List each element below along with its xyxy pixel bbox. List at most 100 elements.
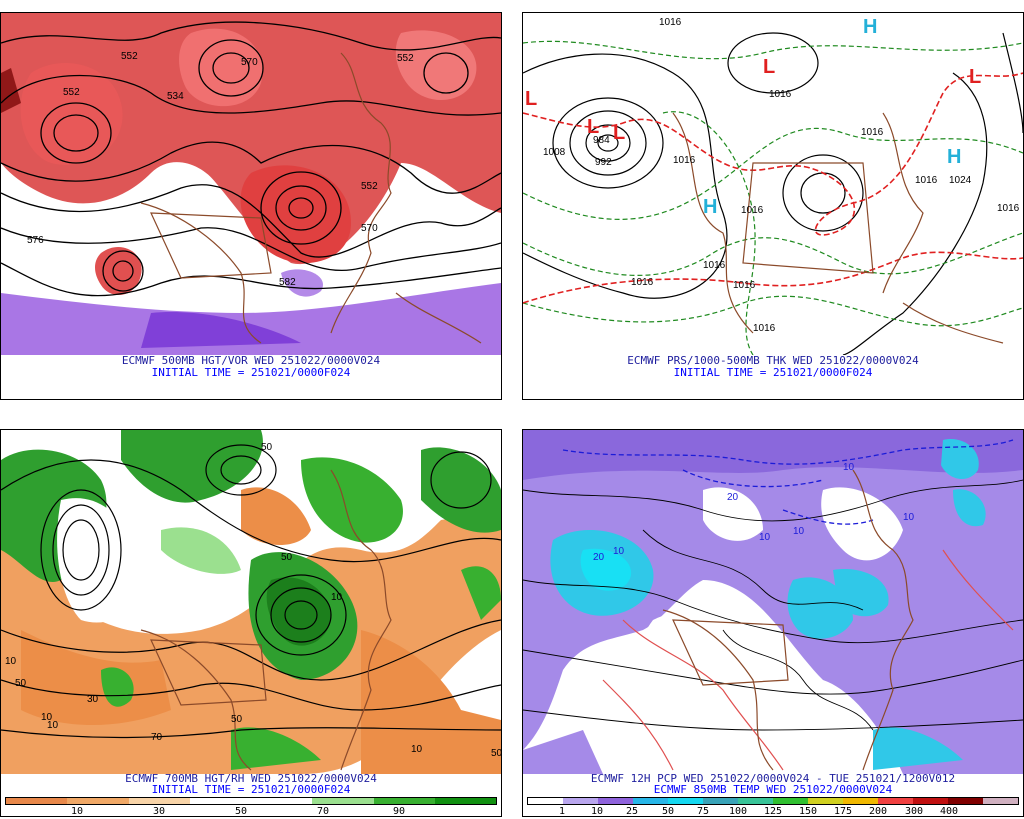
colorbar-tick-label: 100 [728,806,748,817]
map-title: ECMWF 500MB HGT/VOR WED 251022/0000V024 [121,354,381,367]
rh-colorbar-ticks: 10 30 50 70 90 [5,806,497,817]
contour-label: 570 [241,57,258,68]
colorbar-tick-label: 175 [833,806,853,817]
contour-label: 10 [903,512,915,523]
contour-label: 10 [411,744,423,755]
map-pressure: H H H L L L L L 1016 1016 1008 1016 1016… [523,13,1023,355]
low-pressure-marker: L [613,122,625,144]
map-title: ECMWF PRS/1000-500MB THK WED 251022/0000… [627,354,919,367]
contour-label: 582 [279,277,296,288]
rh-colorbar [5,797,497,805]
contour-label: 20 [727,492,739,503]
colorbar-segment [434,798,496,804]
colorbar-segment [773,798,808,804]
contour-label: 20 [593,552,605,563]
isobar-label: 984 [593,135,610,146]
isobar-label: 1016 [703,260,726,271]
colorbar-segment [913,798,948,804]
high-pressure-marker: H [863,16,877,38]
isobar-label: 1016 [733,280,756,291]
contour-label: 50 [261,442,273,453]
low-pressure-marker: L [763,56,775,78]
map-700mb: 50 10 10 30 50 10 50 70 10 50 10 50 [1,430,501,774]
colorbar-tick-label: 90 [392,806,406,817]
colorbar-segment [598,798,633,804]
colorbar-segment [312,798,374,804]
colorbar-segment [563,798,598,804]
colorbar-tick-label: 50 [661,806,675,817]
low-pressure-marker: L [969,66,981,88]
colorbar-segment [189,798,251,804]
isobar-label: 1008 [543,147,566,158]
colorbar-segment [6,798,68,804]
colorbar-segment [668,798,703,804]
contour-label: 552 [63,87,80,98]
colorbar-segment [843,798,878,804]
contour-label: 10 [613,546,625,557]
map-subtitle: ECMWF 850MB TEMP WED 251022/0000V024 [653,783,893,796]
colorbar-segment [738,798,773,804]
colorbar-segment [808,798,843,804]
isobar-label: 1016 [741,205,764,216]
contour-label: 552 [397,53,414,64]
colorbar-tick-label: 1 [558,806,566,817]
map-precip: 10 20 10 10 20 10 10 [523,430,1023,774]
colorbar-tick-label: 400 [939,806,959,817]
colorbar-tick-label: 25 [625,806,639,817]
contour-label: 534 [167,91,184,102]
colorbar-segment [67,798,129,804]
colorbar-tick-label: 50 [234,806,248,817]
isobar-label: 1016 [997,203,1020,214]
map-title: ECMWF 12H PCP WED 251022/0000V024 - TUE … [590,772,956,785]
map-title: ECMWF 700MB HGT/RH WED 251022/0000V024 [125,772,377,785]
colorbar-segment [373,798,435,804]
contour-label: 70 [151,732,163,743]
colorbar-segment [528,798,563,804]
precip-colorbar [527,797,1019,805]
initial-time: INITIAL TIME = 251021/0000F024 [673,366,873,379]
high-pressure-marker: H [947,146,961,168]
colorbar-segment [251,798,313,804]
contour-label: 30 [87,694,99,705]
isobar-label: 1016 [673,155,696,166]
initial-time: INITIAL TIME = 251021/0000F024 [151,783,351,796]
colorbar-segment [633,798,668,804]
contour-label: 576 [27,235,44,246]
high-pressure-marker: H [703,196,717,218]
colorbar-tick-label: 70 [316,806,330,817]
isobar-label: 992 [595,157,612,168]
low-pressure-marker: L [587,116,599,138]
map-500mb: 552 534 570 552 552 576 570 582 552 [1,13,501,355]
colorbar-segment [983,798,1018,804]
colorbar-segment [878,798,913,804]
contour-label: 10 [47,720,59,731]
isobar-label: 1016 [861,127,884,138]
colorbar-tick-label: 125 [763,806,783,817]
isobar-label: 1016 [915,175,938,186]
contour-label: 10 [843,462,855,473]
colorbar-tick-label: 30 [152,806,166,817]
contour-label: 50 [281,552,293,563]
colorbar-tick-label: 150 [798,806,818,817]
isobar-label: 1016 [753,323,776,334]
colorbar-tick-label: 75 [696,806,710,817]
contour-label: 10 [759,532,771,543]
colorbar-tick-label: 10 [70,806,84,817]
panel-500mb-height-vorticity: 552 534 570 552 552 576 570 582 552 ECMW… [0,12,502,400]
contour-label: 10 [793,526,805,537]
contour-label: 552 [121,51,138,62]
contour-label: 10 [331,592,343,603]
contour-label: 570 [361,223,378,234]
colorbar-segment [128,798,190,804]
contour-label: 10 [5,656,17,667]
isobar-label: 1016 [631,277,654,288]
panel-pressure-thickness: H H H L L L L L 1016 1016 1008 1016 1016… [522,12,1024,400]
panel-700mb-height-rh: 50 10 10 30 50 10 50 70 10 50 10 50 ECMW… [0,429,502,817]
colorbar-tick-label: 200 [868,806,888,817]
isobar-label: 1016 [769,89,792,100]
initial-time: INITIAL TIME = 251021/0000F024 [151,366,351,379]
colorbar-segment [948,798,983,804]
isobar-label: 1024 [949,175,972,186]
low-pressure-marker: L [525,88,537,110]
contour-label: 50 [491,748,501,759]
